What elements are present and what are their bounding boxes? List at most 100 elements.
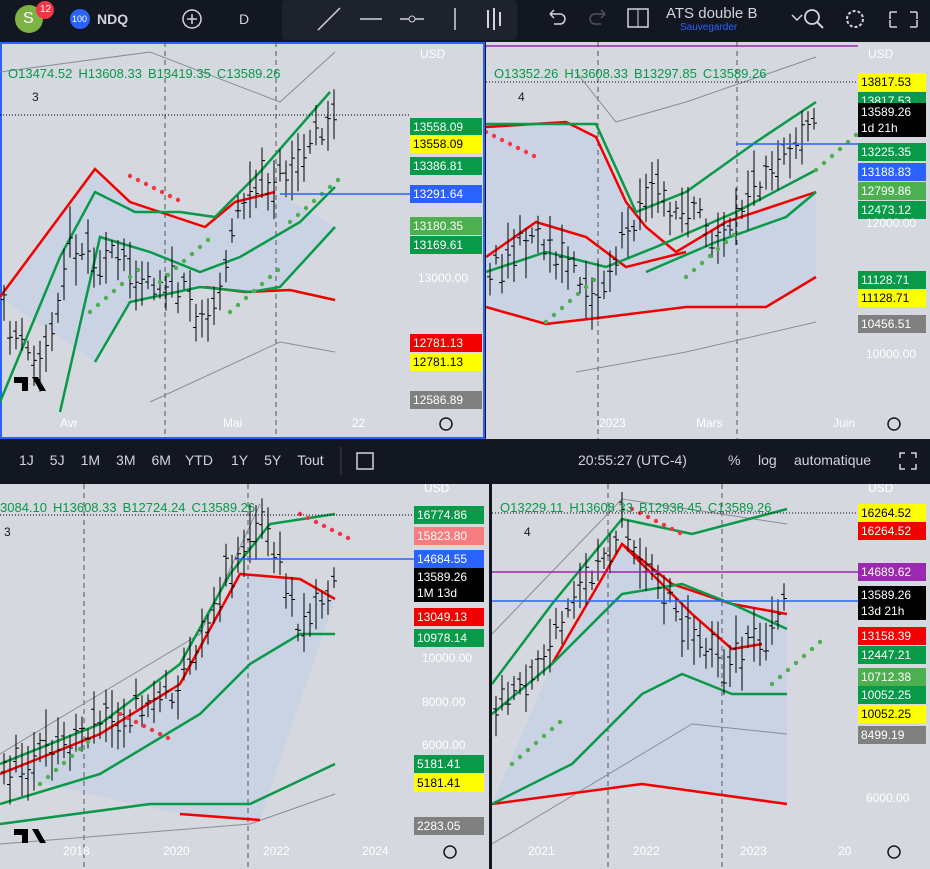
range-button[interactable]: YTD (184, 452, 213, 468)
settings-icon[interactable] (887, 417, 901, 431)
range-button[interactable]: 1J (19, 452, 34, 468)
price-bar (109, 239, 115, 259)
price-bar (553, 607, 559, 640)
chart-panel[interactable]: USD O13474.52 H13608.33 B13419.35 C13589.26 3… (0, 42, 485, 439)
price-bar (109, 690, 115, 748)
sar-dot (817, 639, 823, 645)
sar-dot (507, 141, 513, 147)
time-label: 2018 (63, 844, 90, 858)
price-bar (733, 615, 739, 673)
percent-toggle[interactable]: % (728, 452, 741, 468)
auto-toggle[interactable]: automatique (794, 452, 872, 468)
price-bar (151, 277, 157, 301)
price-bar (697, 197, 703, 219)
price-bar (523, 664, 529, 712)
band-fill (0, 169, 335, 362)
chart-panel[interactable]: USD O13229.11 H13608.33 B12938.45 C13589.26 4… (492, 484, 930, 869)
settings-icon[interactable] (887, 845, 901, 859)
settings-icon[interactable] (443, 845, 457, 859)
range-button[interactable]: 6M (151, 452, 171, 468)
time-label: Avr (60, 416, 78, 430)
price-bar (637, 538, 643, 589)
symbol[interactable]: NDQ (97, 11, 129, 27)
range-button[interactable]: Tout (297, 452, 324, 468)
price-bar (253, 169, 259, 209)
band-green (0, 512, 336, 766)
sar-dot (821, 160, 827, 166)
price-bar (583, 260, 589, 319)
sar-dot (335, 177, 341, 183)
sar-dot (337, 531, 343, 537)
currency: USD (868, 484, 894, 495)
price-tag: 13049.13 (414, 608, 484, 626)
log-toggle[interactable]: log (758, 452, 777, 468)
price-bar (19, 317, 25, 351)
sar-dot (111, 288, 117, 294)
time-label: 20 (838, 844, 852, 858)
range-bar: 1J 5J 1M 3M 6M YTD 1Y 5Y Tout 20:55:27 (UTC-4) %… (0, 439, 930, 483)
price-bar (811, 107, 817, 130)
price-bar (55, 292, 61, 323)
price-tag: 13180.35 (410, 217, 482, 235)
price-bar (79, 716, 85, 752)
sar-dot (591, 277, 597, 283)
price-bar (541, 644, 547, 676)
axis-label: 10000.00 (866, 347, 917, 361)
price-bar (739, 636, 745, 691)
sar-dot (297, 511, 303, 517)
sar-dot (345, 535, 351, 541)
chart-panel[interactable]: USD 3084.10 H13608.33 B12724.24 C13589.26 3 16… (0, 484, 489, 869)
price-bar (613, 246, 619, 276)
indicator-count: 4 (524, 525, 531, 539)
price-tag: 13169.61 (410, 236, 482, 254)
price-bar (721, 649, 727, 695)
sar-dot (303, 205, 309, 211)
price-tag: 10978.14 (414, 629, 484, 647)
price-tag: 8499.19 (858, 726, 926, 744)
range-button[interactable]: 1Y (230, 452, 249, 468)
sar-dot (669, 526, 675, 532)
price-bar (529, 659, 535, 690)
settings-icon[interactable] (439, 417, 453, 431)
sar-dot (731, 232, 737, 238)
price-bar (319, 591, 325, 619)
time-label: Mars (696, 416, 723, 430)
price-bar (781, 137, 787, 165)
sar-dot (135, 177, 141, 183)
price-tag: 13589.26 1M 13d (414, 568, 484, 602)
price-bar (277, 149, 283, 182)
price-bar (499, 254, 505, 294)
price-bar (691, 196, 697, 220)
sar-dot (37, 781, 43, 787)
range-button[interactable]: 3M (116, 452, 136, 468)
sar-dot (629, 506, 635, 512)
band-red (486, 275, 817, 326)
price-bar (667, 201, 673, 236)
price-bar (601, 270, 607, 300)
price-bar (163, 273, 169, 311)
price-bar (139, 261, 145, 306)
sar-dot (583, 284, 589, 290)
interval[interactable]: D (239, 11, 250, 27)
price-bar (265, 173, 271, 211)
range-button[interactable]: 1M (80, 452, 101, 468)
layout-name[interactable]: ATS double B (666, 5, 758, 22)
sar-dot (486, 129, 489, 135)
price-bar (619, 492, 625, 528)
range-button[interactable]: 5J (49, 452, 65, 468)
band-green (492, 582, 788, 715)
sar-dot (61, 760, 67, 766)
avatar[interactable]: S (23, 10, 34, 27)
price-tag: 13817.53 (858, 73, 926, 91)
range-button[interactable]: 5Y (264, 452, 282, 468)
chart-panel[interactable]: USD O13352.26 H13608.33 B13297.85 C13589.26 4… (486, 42, 930, 439)
layout-status: Sauvegarder (680, 22, 738, 33)
ohlc-value: O13474.52 (8, 66, 73, 81)
plot (0, 42, 453, 439)
price-bar (751, 150, 757, 206)
outer-band (149, 341, 336, 403)
price-bar (535, 650, 541, 682)
time-label: Juin (833, 416, 856, 430)
price-bar (259, 498, 265, 539)
price-bar (25, 746, 31, 801)
